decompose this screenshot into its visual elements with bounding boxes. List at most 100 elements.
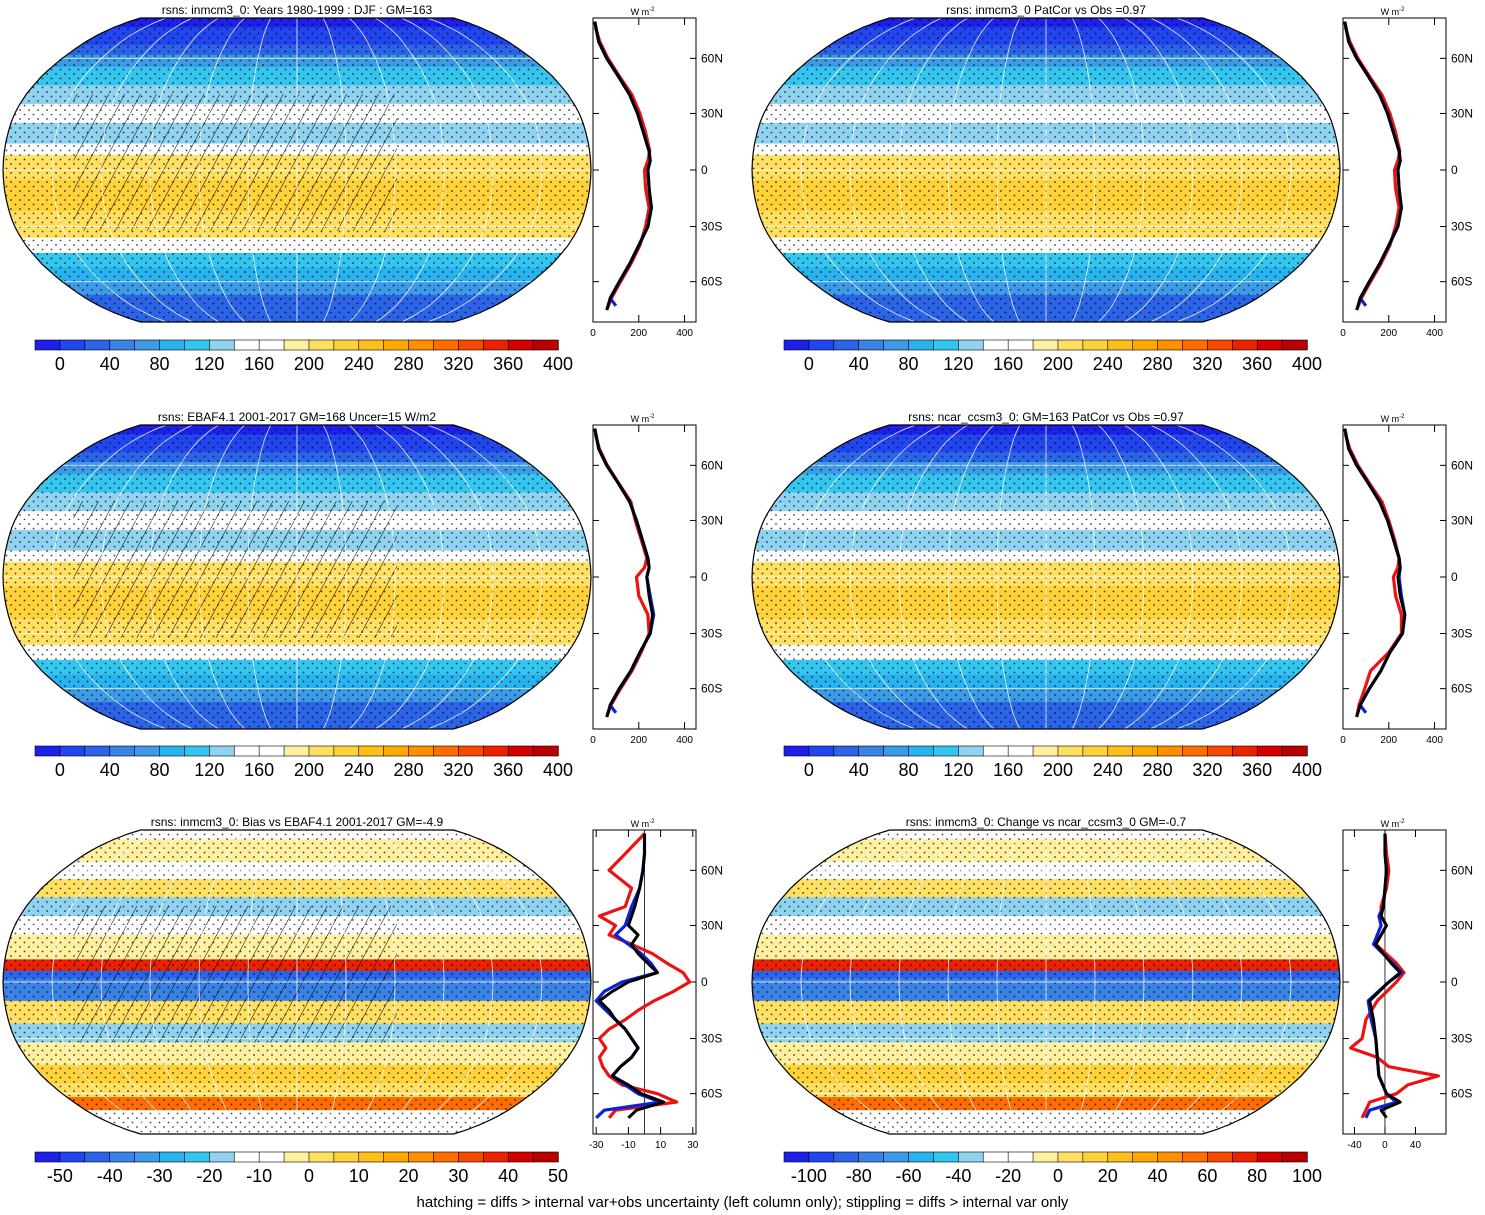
colorbar-swatch (458, 745, 484, 757)
colorbar-tick-label: 360 (1242, 760, 1272, 780)
colorbar-swatch (134, 339, 161, 351)
zonal-mean-profile: 0 200 400 60N 30N 0 30S 60S W m-2 (590, 7, 723, 339)
lat-tick-label: 30S (1451, 220, 1472, 234)
colorbar-swatch (1132, 1151, 1159, 1163)
x-tick-label: -10 (621, 1140, 636, 1151)
colorbar-tick-label: 200 (1043, 760, 1073, 780)
colorbar-swatch (433, 1151, 460, 1163)
colorbar-swatch (1256, 745, 1283, 757)
map-title: rsns: ncar_ccsm3_0: GM=163 PatCor vs Obs… (908, 410, 1184, 424)
colorbar-tick-label: -40 (945, 1166, 971, 1186)
world-map (2, 829, 592, 1135)
colorbar-swatch (34, 339, 61, 351)
colorbar-tick-label: 360 (493, 354, 523, 374)
colorbar-swatch (358, 745, 385, 757)
colorbar-tick-label: 20 (1098, 1166, 1118, 1186)
map-title: rsns: inmcm3_0: Change vs ncar_ccsm3_0 G… (906, 815, 1187, 829)
x-tick-label: -40 (1347, 1140, 1362, 1151)
colorbar-swatch (783, 339, 810, 351)
lat-tick-label: 0 (1451, 975, 1458, 989)
colorbar-swatch (134, 745, 161, 757)
colorbar: 0 40 80 120 160 200 240 280 320 360 400 (783, 745, 1322, 780)
colorbar-swatch (1132, 339, 1159, 351)
colorbar-swatch (808, 1151, 835, 1163)
colorbar-tick-label: 0 (804, 760, 814, 780)
colorbar-tick-label: 40 (498, 1166, 518, 1186)
colorbar-tick-label: 20 (399, 1166, 419, 1186)
colorbar-swatch (833, 1151, 860, 1163)
colorbar-tick-label: 200 (294, 354, 324, 374)
colorbar-tick-label: 240 (1093, 760, 1123, 780)
colorbar-swatch (258, 745, 285, 757)
colorbar: 0 40 80 120 160 200 240 280 320 360 400 (34, 339, 573, 374)
colorbar-tick-label: 400 (1292, 354, 1322, 374)
zonal-mean-profile: 0 200 400 60N 30N 0 30S 60S W m-2 (1340, 7, 1473, 339)
profile-line-other (593, 428, 654, 718)
colorbar-swatch (458, 1151, 484, 1163)
colorbar-tick-label: 160 (993, 354, 1023, 374)
colorbar-swatch (1107, 339, 1134, 351)
x-tick-label: 0 (590, 735, 596, 746)
lat-tick-label: 0 (701, 570, 708, 584)
colorbar-swatch (308, 1151, 335, 1163)
colorbar-swatch (283, 745, 310, 757)
lat-tick-label: 30N (701, 918, 723, 932)
colorbar-swatch (1057, 1151, 1084, 1163)
colorbar-swatch (1231, 1151, 1258, 1163)
colorbar-tick-label: 280 (1143, 760, 1173, 780)
colorbar-swatch (209, 745, 235, 757)
colorbar-tick-label: -10 (246, 1166, 272, 1186)
colorbar-swatch (808, 745, 835, 757)
lat-tick-label: 30S (701, 1032, 722, 1046)
x-tick-label: 400 (1426, 328, 1443, 339)
colorbar-swatch (507, 339, 534, 351)
colorbar-swatch (982, 339, 1009, 351)
colorbar-swatch (1231, 745, 1258, 757)
lat-tick-label: 60N (701, 458, 723, 472)
profile-line-other (1343, 428, 1407, 718)
panel-5: rsns: inmcm3_0: Bias vs EBAF4.1 2001-201… (2, 815, 723, 1186)
panel-3: rsns: EBAF4.1 2001-2017 GM=168 Uncer=15 … (2, 410, 723, 780)
colorbar-swatch (833, 745, 860, 757)
lat-tick-label: 30N (701, 106, 723, 120)
colorbar-swatch (783, 1151, 810, 1163)
colorbar-swatch (283, 339, 310, 351)
colorbar-swatch (1256, 339, 1283, 351)
colorbar-swatch (1231, 339, 1258, 351)
lat-tick-label: 30N (701, 513, 723, 527)
colorbar-swatch (333, 745, 360, 757)
lat-tick-label: 60S (701, 682, 722, 696)
x-tick-label: 400 (676, 735, 693, 746)
colorbar-swatch (1182, 1151, 1209, 1163)
unit-label: W m-2 (1381, 414, 1405, 424)
x-tick-label: 200 (1380, 735, 1397, 746)
colorbar-swatch (109, 745, 136, 757)
lat-tick-label: 30N (1451, 106, 1473, 120)
lat-tick-label: 30S (701, 220, 722, 234)
lat-tick-label: 60S (701, 1087, 722, 1101)
colorbar-swatch (233, 339, 260, 351)
x-tick-label: 200 (630, 328, 647, 339)
colorbar-tick-label: 320 (443, 760, 473, 780)
lat-tick-label: 30S (701, 627, 722, 641)
colorbar-tick-label: 120 (194, 760, 224, 780)
colorbar-swatch (433, 339, 460, 351)
colorbar-tick-label: 120 (194, 354, 224, 374)
colorbar-swatch (1107, 745, 1134, 757)
lat-tick-label: 60N (1451, 51, 1473, 65)
colorbar-swatch (458, 339, 484, 351)
colorbar-tick-label: 240 (1093, 354, 1123, 374)
colorbar-swatch (59, 1151, 86, 1163)
world-map (751, 424, 1341, 730)
colorbar-tick-label: 40 (100, 354, 120, 374)
x-tick-label: -30 (589, 1140, 604, 1151)
colorbar-tick-label: 240 (344, 760, 374, 780)
colorbar-tick-label: -20 (196, 1166, 222, 1186)
lat-tick-label: 0 (1451, 163, 1458, 177)
panel-1: rsns: inmcm3_0: Years 1980-1999 : DJF : … (2, 3, 723, 374)
zonal-mean-profile: 0 200 400 60N 30N 0 30S 60S W m-2 (590, 414, 723, 746)
colorbar-tick-label: 160 (244, 760, 274, 780)
map-border (2, 829, 592, 1135)
colorbar-tick-label: 400 (543, 760, 573, 780)
unit-label: W m-2 (631, 7, 655, 17)
